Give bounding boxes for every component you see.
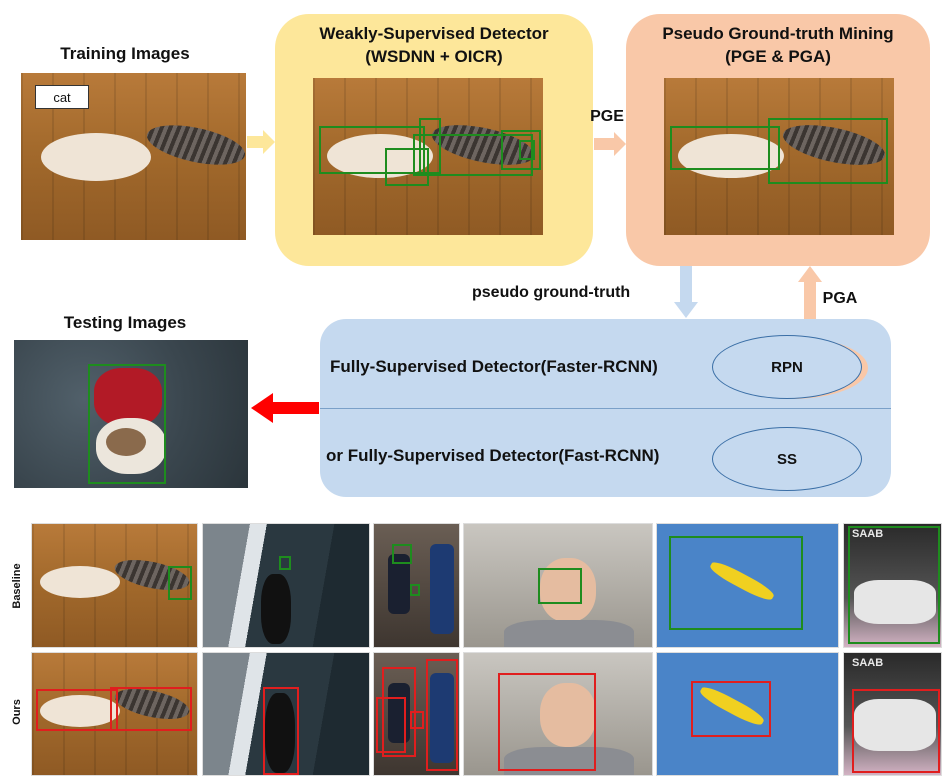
- pgm-image: [664, 78, 894, 235]
- arrow-to-weak-detector: [247, 130, 275, 154]
- ours-row-label: Ours: [11, 699, 23, 725]
- pgm-title-line1: Pseudo Ground-truth Mining: [662, 24, 894, 43]
- wsd-image: [313, 78, 543, 235]
- ss-module: SS: [712, 427, 862, 491]
- pseudo-ground-truth-label: pseudo ground-truth: [472, 284, 631, 301]
- ss-label: SS: [776, 450, 797, 468]
- baseline-row-label: Baseline: [11, 563, 23, 609]
- fast-rcnn-label: or Fully-Supervised Detector(Fast-RCNN): [326, 446, 660, 465]
- ours-plane-image: [656, 652, 839, 776]
- baseline-car-image: SAAB: [843, 523, 942, 648]
- training-images-title: Training Images: [60, 44, 190, 63]
- training-image: cat: [21, 73, 246, 240]
- rpn-module: RPN: [712, 335, 862, 399]
- output-arrow: [251, 393, 319, 423]
- ours-door-image: [202, 652, 370, 776]
- pge-label: PGE: [590, 108, 624, 125]
- testing-image: [14, 340, 248, 488]
- ours-saab-logo: SAAB: [852, 657, 884, 669]
- faster-rcnn-label: Fully-Supervised Detector(Faster-RCNN): [330, 357, 658, 376]
- pgm-title-line2: (PGE & PGA): [725, 47, 831, 66]
- cat-tag: cat: [35, 85, 89, 109]
- wsd-title-line2: (WSDNN + OICR): [365, 47, 503, 66]
- baseline-plane-image: [656, 523, 839, 648]
- rpn-label: RPN: [771, 358, 803, 376]
- pge-arrow: [594, 132, 626, 156]
- ours-people-image: [373, 652, 460, 776]
- ours-person-image: [463, 652, 653, 776]
- weakly-supervised-detector-panel: Weakly-Supervised Detector (WSDNN + OICR…: [275, 14, 593, 266]
- cat-tag-label: cat: [53, 89, 71, 105]
- baseline-people-image: [373, 523, 460, 648]
- ours-car-image: SAAB: [843, 652, 942, 776]
- pga-arrow: [798, 266, 822, 334]
- fully-supervised-detector-panel: Fully-Supervised Detector(Faster-RCNN) R…: [320, 319, 891, 497]
- pseudo-ground-truth-arrow: [674, 266, 698, 318]
- baseline-cat-image: [31, 523, 198, 648]
- pga-label: PGA: [822, 290, 858, 307]
- baseline-door-image: [202, 523, 370, 648]
- wsd-title-line1: Weakly-Supervised Detector: [319, 24, 549, 43]
- ours-cat-image: [31, 652, 198, 776]
- baseline-saab-logo: SAAB: [852, 528, 884, 540]
- baseline-person-image: [463, 523, 653, 648]
- testing-images-title: Testing Images: [63, 313, 187, 332]
- pseudo-ground-truth-mining-panel: Pseudo Ground-truth Mining (PGE & PGA): [626, 14, 930, 266]
